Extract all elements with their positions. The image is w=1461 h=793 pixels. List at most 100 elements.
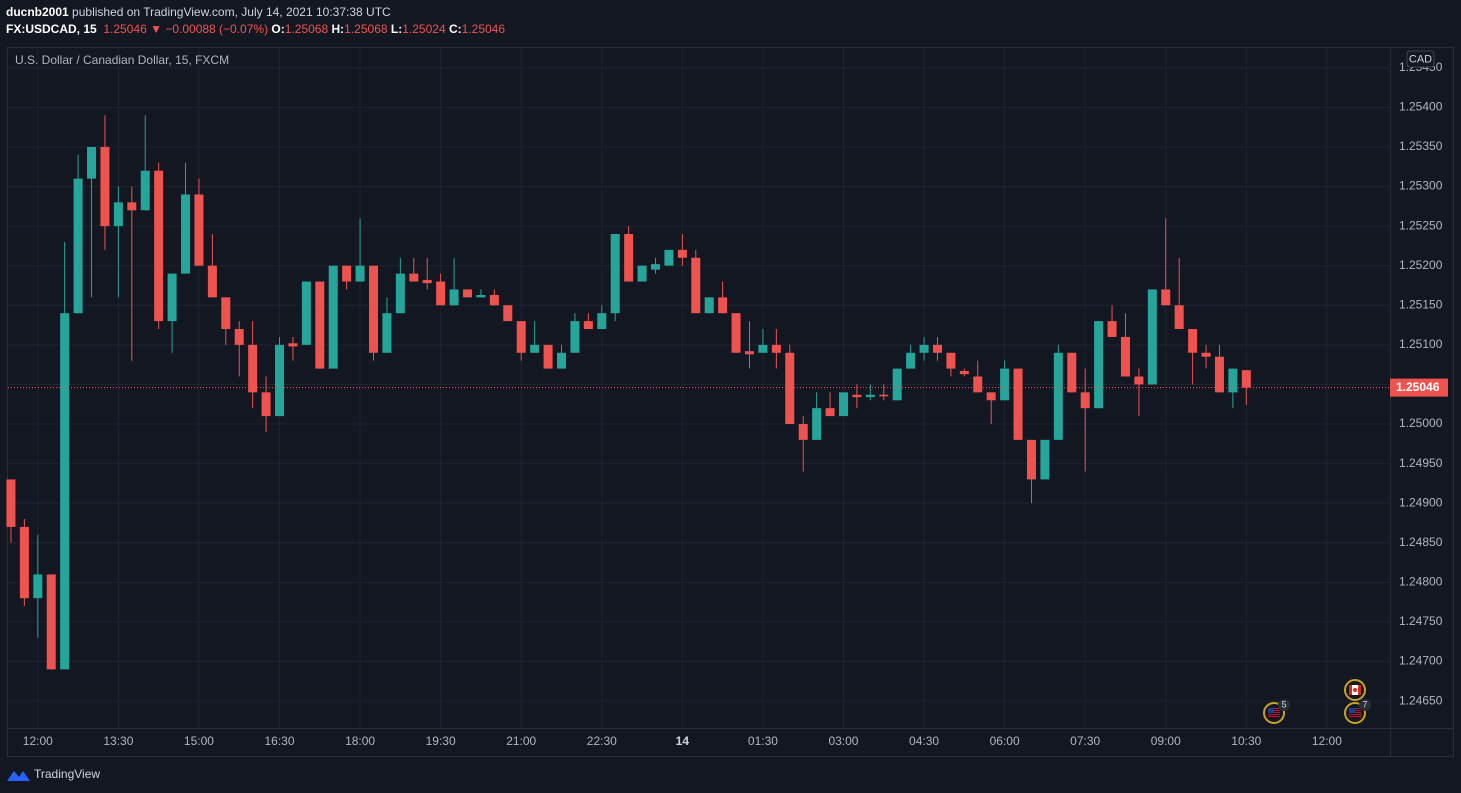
- candle-body: [664, 249, 674, 266]
- candle-body: [973, 376, 983, 393]
- candle-body: [879, 394, 889, 397]
- flag-us-stripe: [1268, 716, 1280, 717]
- candle-body: [46, 574, 56, 670]
- flag-us-stripe: [1349, 714, 1361, 715]
- candle-body: [1134, 376, 1144, 385]
- change: −0.00088 (−0.07%): [165, 22, 269, 36]
- candle-body: [543, 344, 553, 369]
- l-label: L:: [390, 22, 403, 36]
- candle-body: [516, 321, 526, 353]
- candle-body: [395, 273, 405, 314]
- candle-body: [328, 265, 338, 369]
- candle-body: [731, 313, 741, 353]
- h-label: H:: [331, 22, 345, 36]
- candle-body: [463, 289, 473, 298]
- x-tick-label: 19:30: [426, 734, 456, 748]
- unit-badge: [1406, 50, 1435, 68]
- y-tick-label: 1.25150: [1399, 297, 1443, 311]
- x-tick-label: 13:30: [103, 734, 133, 748]
- x-tick-label: 12:00: [23, 734, 53, 748]
- axes: 1.254501.254001.253501.253001.252501.252…: [23, 50, 1448, 748]
- y-tick-label: 1.24800: [1399, 575, 1443, 589]
- x-tick-label: 10:30: [1231, 734, 1261, 748]
- flag-us-canton: [1349, 708, 1355, 713]
- candle-body: [355, 265, 365, 282]
- candle-body: [1147, 289, 1157, 385]
- candle-body: [771, 344, 781, 353]
- candle-body: [409, 273, 419, 282]
- candle-body: [207, 265, 217, 298]
- candle-body: [1067, 352, 1077, 393]
- x-tick-label: 16:30: [264, 734, 294, 748]
- candle-body: [315, 281, 325, 369]
- logo: [7, 771, 30, 781]
- candle-body: [1107, 321, 1117, 337]
- candle-body: [785, 352, 795, 425]
- candle-body: [650, 264, 660, 270]
- unit-label: CAD: [1409, 53, 1432, 65]
- header: ducnb2001 published on TradingView.com, …: [6, 4, 505, 38]
- candle-body: [489, 294, 499, 306]
- candle-body: [154, 170, 164, 322]
- candle-body: [100, 146, 110, 227]
- y-tick-label: 1.25300: [1399, 179, 1443, 193]
- x-tick-label: 07:30: [1070, 734, 1100, 748]
- last-price: 1.25046: [103, 22, 147, 36]
- candle-body: [865, 394, 875, 398]
- candle-body: [1040, 439, 1050, 480]
- candle-body: [73, 178, 83, 314]
- flag-us-canton: [1268, 708, 1274, 713]
- x-tick-label: 01:30: [748, 734, 778, 748]
- candle-body: [422, 279, 432, 284]
- y-tick-label: 1.25400: [1399, 100, 1443, 114]
- event-count-bg: [1359, 699, 1371, 711]
- y-tick-label: 1.24650: [1399, 693, 1443, 707]
- last-price-badge: [1390, 378, 1448, 397]
- y-tick-label: 1.25250: [1399, 218, 1443, 232]
- candle-body: [194, 194, 204, 266]
- y-tick-label: 1.25000: [1399, 416, 1443, 430]
- x-tick-label: 06:00: [990, 734, 1020, 748]
- x-tick-label: 15:00: [184, 734, 214, 748]
- y-tick-label: 1.24750: [1399, 614, 1443, 628]
- legend-line: FX:USDCAD, 15 1.25046 ▼ −0.00088 (−0.07%…: [6, 21, 505, 38]
- candle-body: [60, 313, 70, 670]
- candle-body: [248, 344, 258, 393]
- candle-body: [932, 344, 942, 353]
- candle-body: [1026, 439, 1036, 480]
- c-label: C:: [448, 22, 462, 36]
- candle-body: [113, 202, 123, 227]
- candle-body: [610, 234, 620, 314]
- x-tick-label: 03:00: [828, 734, 858, 748]
- candle-body: [825, 408, 835, 417]
- logo-mark: [7, 771, 30, 781]
- candle-body: [906, 352, 916, 369]
- event-count: 5: [1281, 699, 1286, 709]
- candle-body: [919, 344, 929, 353]
- candle-body: [637, 265, 647, 282]
- brand: TradingView: [34, 767, 100, 781]
- candle-body: [1174, 305, 1184, 330]
- x-tick-label: 22:30: [587, 734, 617, 748]
- candle-body: [570, 321, 580, 353]
- candle-body: [1214, 356, 1224, 393]
- candle-body: [342, 265, 352, 282]
- last-price-label: 1.25046: [1396, 380, 1440, 394]
- candle-body: [530, 344, 540, 353]
- published: published on TradingView.com, July 14, 2…: [72, 5, 391, 19]
- flag-us-stripe: [1349, 716, 1361, 717]
- arrow: ▼: [150, 22, 162, 36]
- flag-ca-left: [1349, 685, 1352, 695]
- author[interactable]: ducnb2001: [6, 5, 69, 19]
- event-count-bg: [1278, 699, 1290, 711]
- flag-us-stripe: [1268, 714, 1280, 715]
- flag-ca-leaf: [1353, 688, 1357, 692]
- l-value: 1.25024: [402, 22, 446, 36]
- symbol[interactable]: FX:USDCAD, 15: [6, 22, 97, 36]
- candle-body: [718, 297, 728, 314]
- flag-ca-right: [1358, 685, 1361, 695]
- candle-body: [234, 329, 244, 345]
- candle-body: [798, 424, 808, 440]
- candle-body: [1053, 352, 1063, 440]
